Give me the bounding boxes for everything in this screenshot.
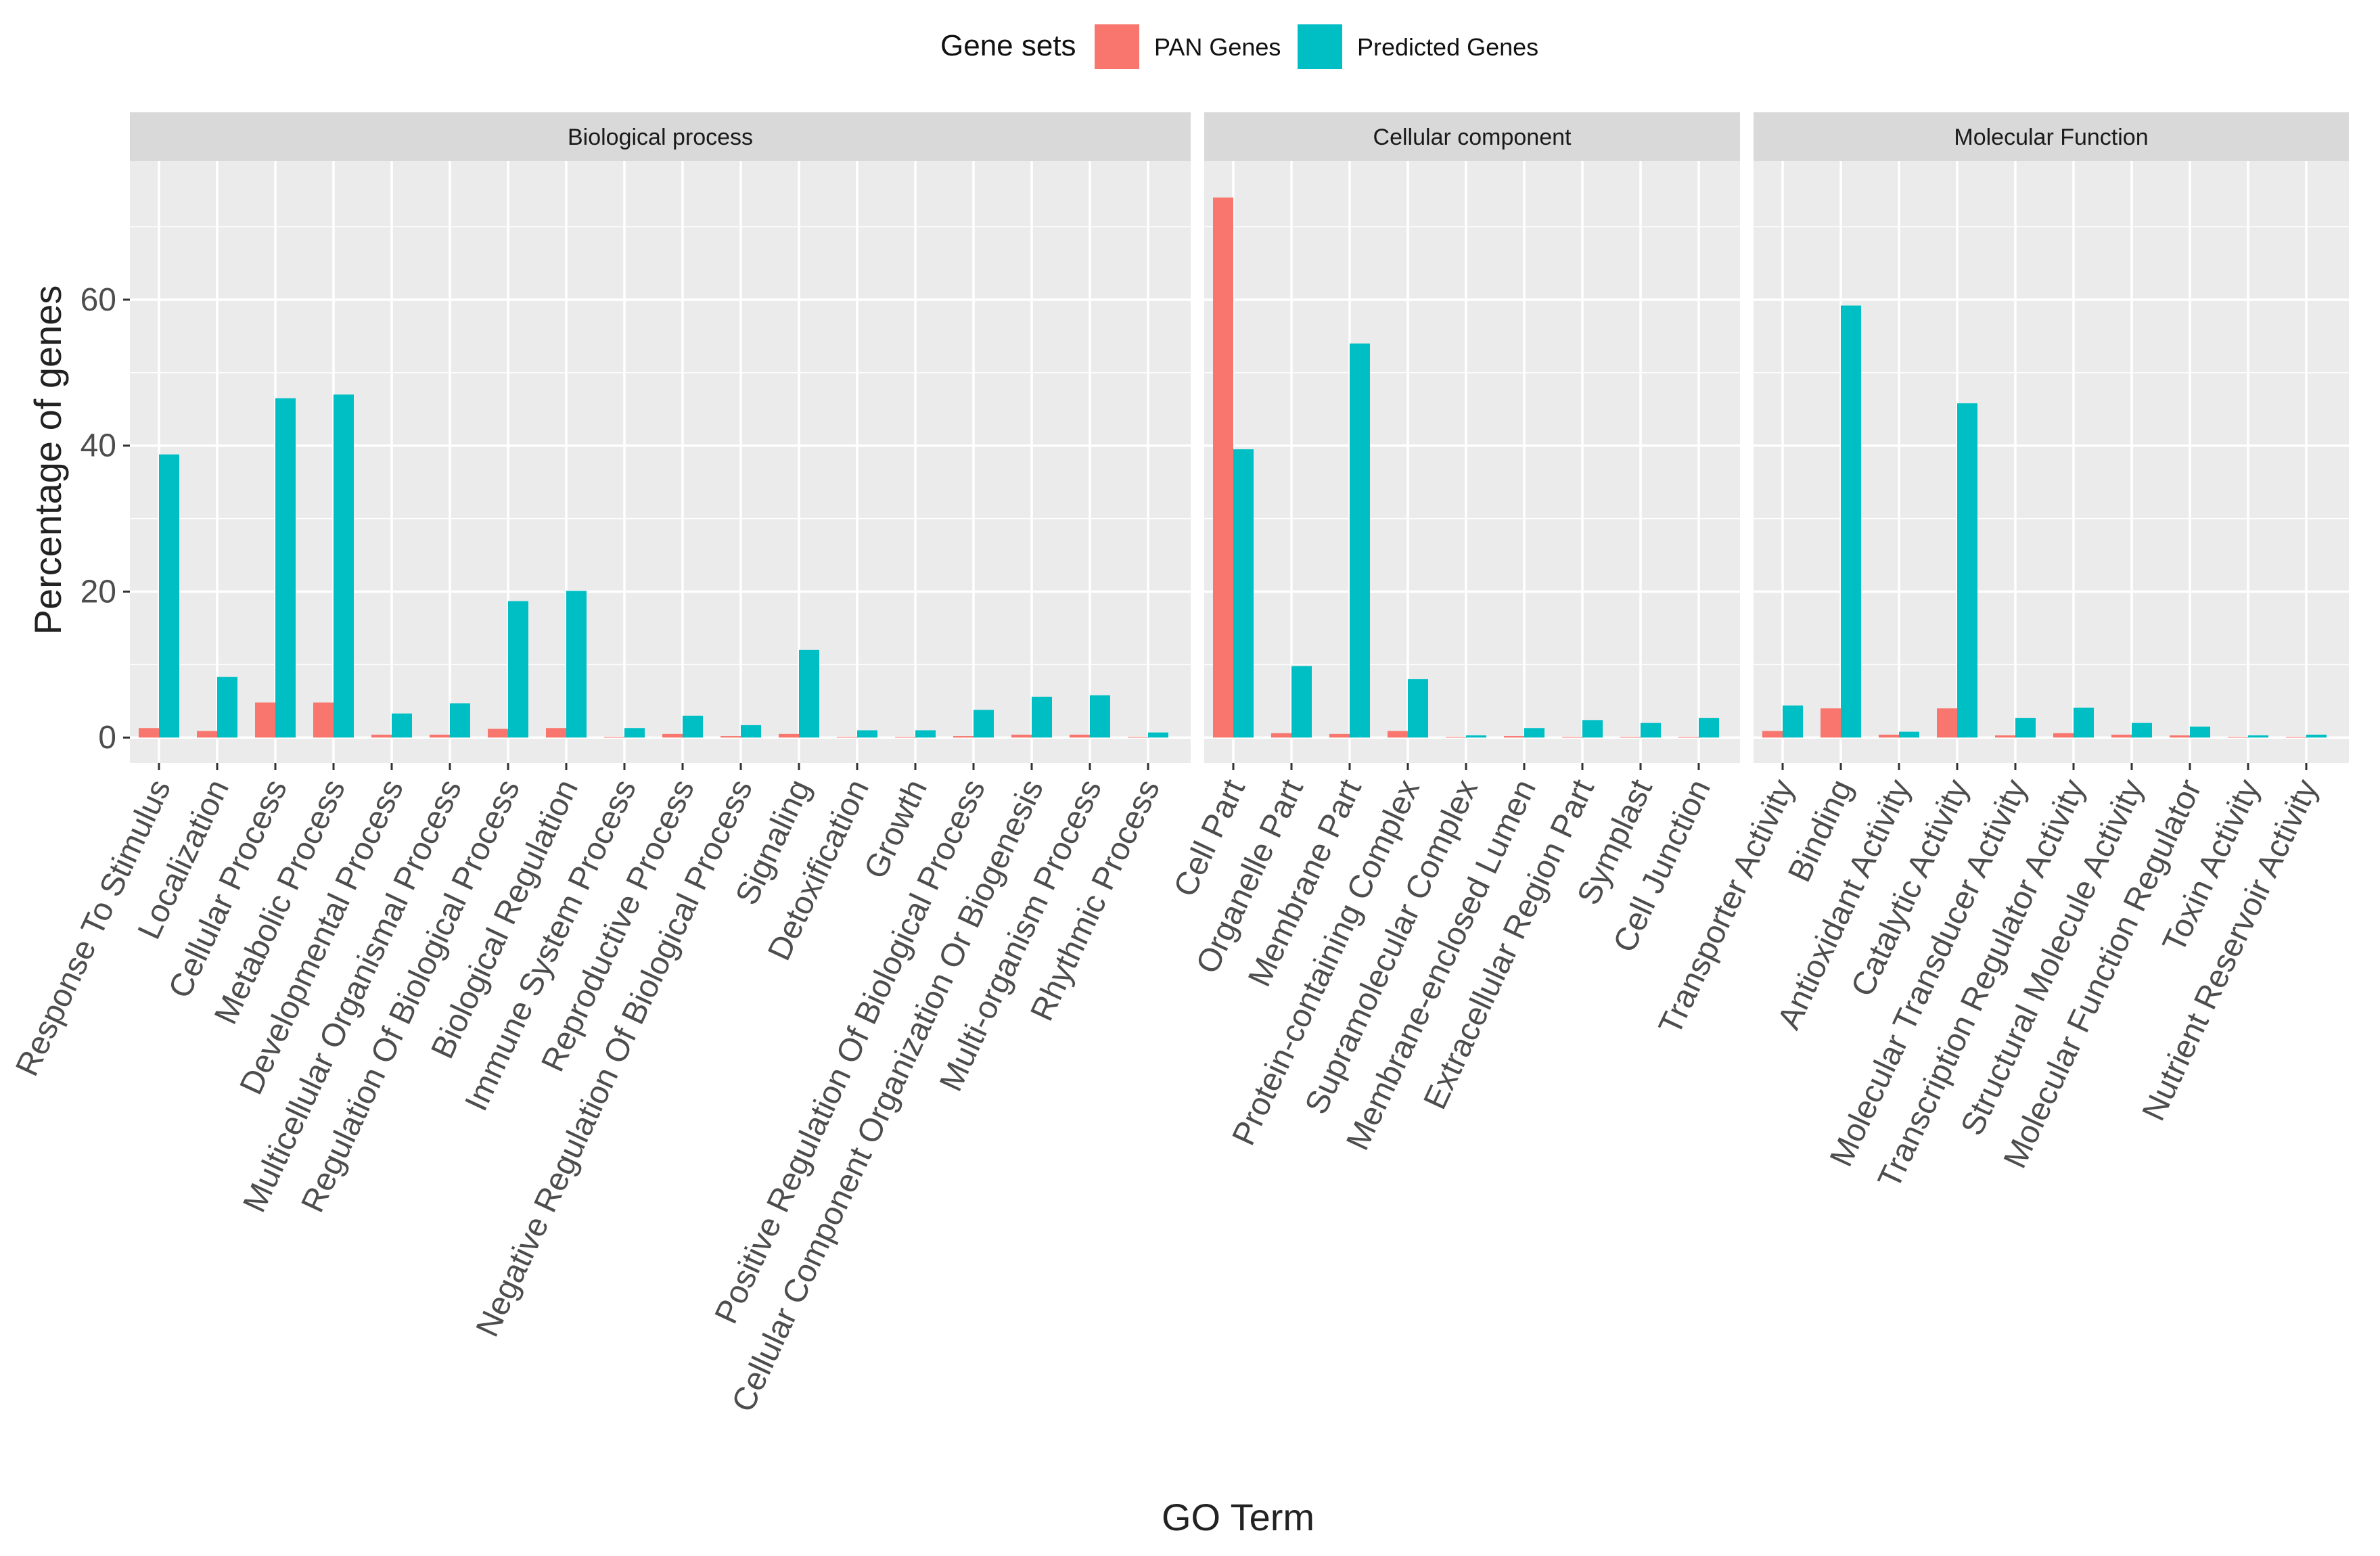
bar-predicted-genes	[1291, 666, 1312, 738]
bar-predicted-genes	[1899, 731, 1919, 738]
bar-predicted-genes	[857, 730, 877, 738]
bar-predicted-genes	[1466, 735, 1486, 738]
bar-predicted-genes	[915, 730, 936, 738]
bar-predicted-genes	[334, 394, 354, 738]
bar-pan-genes	[1329, 733, 1350, 738]
bar-pan-genes	[953, 736, 974, 738]
bar-predicted-genes	[450, 703, 470, 738]
bar-predicted-genes	[624, 728, 645, 738]
bar-predicted-genes	[1957, 403, 1977, 738]
bar-predicted-genes	[1582, 720, 1603, 738]
bar-predicted-genes	[1090, 695, 1110, 738]
facet-strip-label: Cellular component	[1373, 124, 1572, 150]
bar-pan-genes	[1388, 731, 1408, 738]
bar-pan-genes	[2053, 733, 2074, 738]
bar-predicted-genes	[2248, 735, 2268, 738]
bar-pan-genes	[2170, 735, 2190, 738]
bar-predicted-genes	[392, 713, 412, 738]
bar-predicted-genes	[1699, 718, 1719, 738]
bar-predicted-genes	[2015, 718, 2036, 738]
bar-pan-genes	[1995, 735, 2015, 738]
y-axis-title: Percentage of genes	[26, 285, 69, 635]
bar-predicted-genes	[2306, 734, 2327, 738]
bar-pan-genes	[1879, 734, 1899, 738]
x-axis-title: GO Term	[1162, 1496, 1314, 1538]
bar-predicted-genes	[566, 591, 587, 738]
bar-predicted-genes	[1524, 728, 1544, 738]
bar-predicted-genes	[2190, 727, 2210, 738]
bar-predicted-genes	[2132, 723, 2152, 738]
y-tick-label: 0	[98, 720, 116, 756]
y-tick-label: 20	[81, 574, 116, 610]
bar-predicted-genes	[1148, 732, 1168, 738]
legend: Gene sets PAN Genes Predicted Genes	[940, 24, 1538, 69]
facet-strip	[1204, 112, 1740, 161]
bar-pan-genes	[1821, 708, 1841, 738]
bar-pan-genes	[1937, 708, 1957, 738]
bar-predicted-genes	[1841, 305, 1861, 738]
bar-pan-genes	[139, 728, 159, 738]
bar-predicted-genes	[683, 715, 703, 738]
bar-pan-genes	[371, 734, 392, 738]
bar-pan-genes	[197, 731, 217, 738]
bar-predicted-genes	[799, 649, 819, 738]
bar-pan-genes	[430, 734, 450, 738]
bar-predicted-genes	[1032, 696, 1052, 738]
bar-predicted-genes	[159, 454, 179, 738]
bar-pan-genes	[488, 729, 508, 738]
legend-label-pan: PAN Genes	[1154, 33, 1281, 61]
y-tick-label: 40	[81, 428, 116, 464]
bar-predicted-genes	[275, 398, 296, 738]
panel-background	[1204, 161, 1740, 763]
legend-label-predicted: Predicted Genes	[1357, 33, 1538, 61]
bar-predicted-genes	[1350, 343, 1370, 738]
bar-predicted-genes	[1408, 679, 1428, 738]
bar-predicted-genes	[2074, 708, 2094, 738]
bar-pan-genes	[313, 702, 334, 738]
legend-swatch-predicted	[1298, 24, 1342, 69]
bar-pan-genes	[546, 728, 566, 738]
bar-pan-genes	[662, 733, 683, 738]
bar-pan-genes	[1762, 731, 1783, 738]
facet-strip	[130, 112, 1191, 161]
bar-pan-genes	[1011, 734, 1032, 738]
bar-pan-genes	[1070, 734, 1090, 738]
facet-strip	[1754, 112, 2349, 161]
panel-background	[130, 161, 1191, 763]
bar-predicted-genes	[741, 725, 761, 738]
bar-pan-genes	[720, 736, 741, 738]
bar-pan-genes	[1213, 197, 1233, 738]
bar-predicted-genes	[974, 710, 994, 738]
y-tick-label: 60	[81, 282, 116, 318]
bar-pan-genes	[1504, 736, 1524, 738]
bar-predicted-genes	[1641, 723, 1661, 738]
legend-title: Gene sets	[940, 29, 1076, 62]
y-axis: 0 20 40 60	[81, 282, 130, 756]
facet-strip-label: Molecular Function	[1954, 124, 2148, 150]
legend-swatch-pan	[1095, 24, 1139, 69]
bar-predicted-genes	[508, 601, 528, 738]
bar-pan-genes	[2111, 734, 2132, 738]
facet-strip-label: Biological process	[568, 124, 753, 150]
bar-pan-genes	[255, 702, 275, 738]
bar-predicted-genes	[217, 677, 237, 738]
bar-predicted-genes	[1233, 449, 1254, 738]
bar-predicted-genes	[1783, 705, 1803, 738]
bar-pan-genes	[1271, 733, 1291, 738]
bar-pan-genes	[779, 733, 799, 738]
